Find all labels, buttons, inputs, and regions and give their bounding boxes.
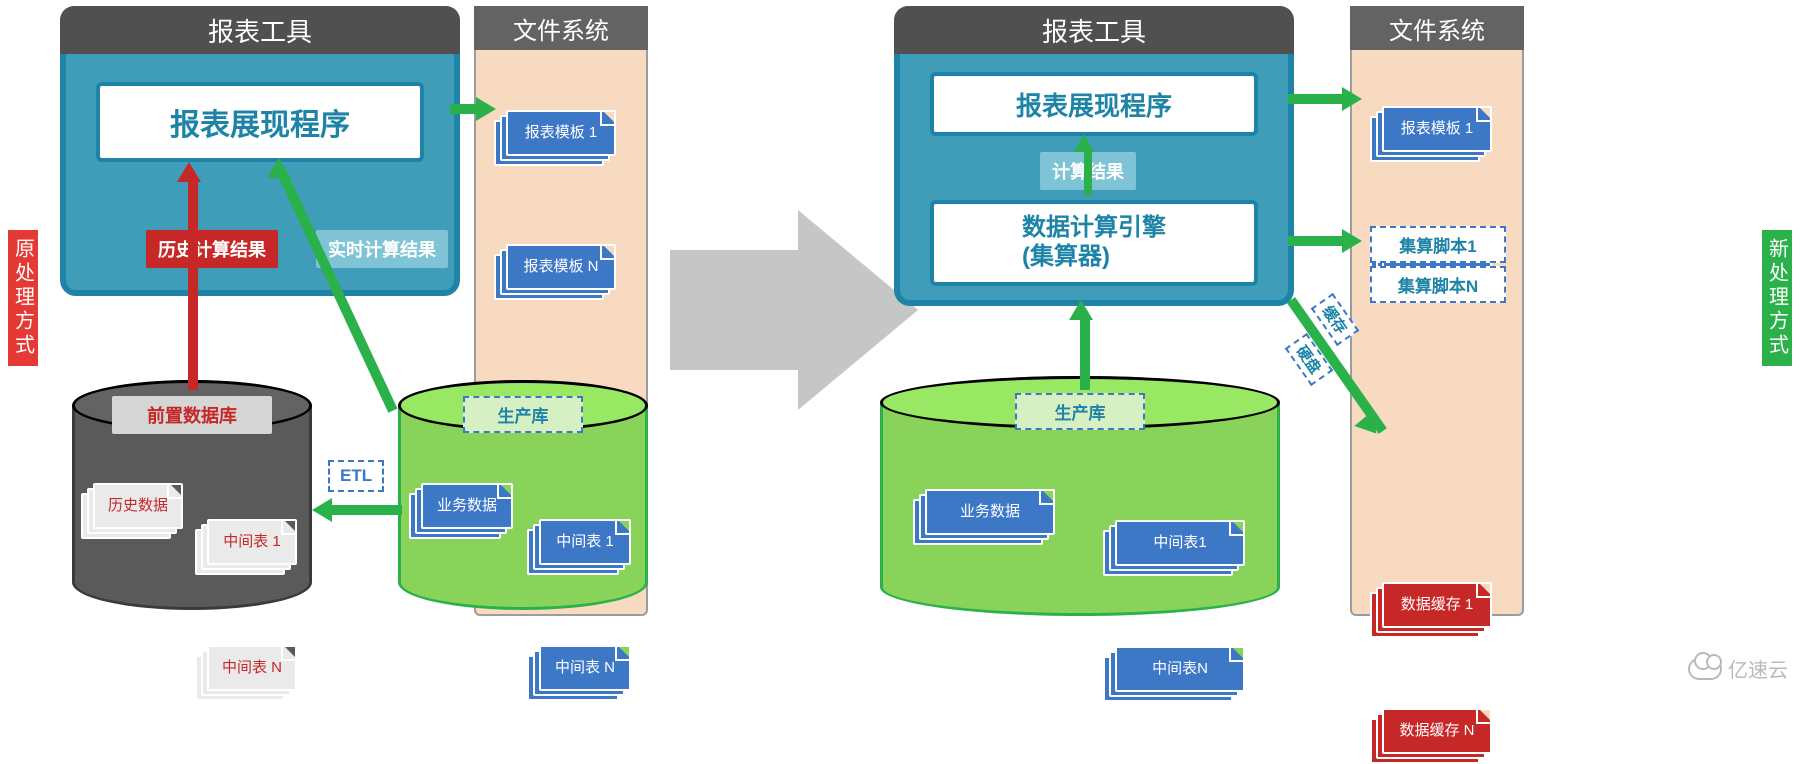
left-fs-header: 文件系统	[474, 6, 648, 50]
left-template-n: 报表模板 N	[494, 244, 614, 300]
left-realtime-tag: 实时计算结果	[316, 230, 448, 268]
right-fs-header: 文件系统	[1350, 6, 1524, 50]
right-script-1: 集算脚本1	[1370, 226, 1506, 263]
right-template-1: 报表模板 1	[1370, 106, 1490, 162]
watermark-text: 亿速云	[1728, 654, 1788, 683]
left-presentation-box: 报表展现程序	[96, 82, 424, 162]
right-mid-1: 中间表1	[1103, 520, 1243, 576]
right-fs-panel: 文件系统 报表模板 1 报表模板 N 集算脚本1 集算脚本N 数据缓存 1 数据…	[1350, 6, 1524, 616]
left-history-data: 历史数据	[81, 483, 181, 539]
right-prod-db-title: 生产库	[1015, 393, 1145, 430]
left-template-1: 报表模板 1	[494, 110, 614, 166]
right-report-tool: 报表工具 报表展现程序 计算结果 数据计算引擎 (集算器)	[894, 6, 1294, 306]
left-prod-mid-1: 中间表 1	[527, 519, 627, 575]
right-mid-n: 中间表N	[1103, 646, 1243, 702]
left-prod-db-title: 生产库	[463, 396, 583, 433]
left-bizdata: 业务数据	[409, 483, 509, 539]
watermark: 亿速云	[1688, 654, 1788, 683]
left-midtable-1: 中间表 1	[195, 519, 295, 575]
right-bizdata: 业务数据	[913, 489, 1053, 545]
right-script-n: 集算脚本N	[1370, 266, 1506, 303]
right-engine-box: 数据计算引擎 (集算器)	[930, 200, 1258, 286]
side-label-left: 原处理方式	[8, 230, 38, 366]
right-presentation-box: 报表展现程序	[930, 72, 1258, 136]
cloud-icon	[1688, 658, 1722, 680]
left-report-tool: 报表工具 报表展现程序 历史计算结果 实时计算结果	[60, 6, 460, 296]
left-midtable-n: 中间表 N	[195, 645, 295, 701]
left-front-db: 前置数据库 历史数据 中间表 1 中间表 N	[72, 380, 312, 610]
right-prod-db: 生产库 业务数据 中间表1 中间表N	[880, 376, 1280, 616]
left-prod-db: 生产库 业务数据 中间表 1 中间表 N	[398, 380, 648, 610]
left-front-db-title: 前置数据库	[112, 396, 272, 434]
left-prod-mid-n: 中间表 N	[527, 645, 627, 701]
left-history-tag: 历史计算结果	[146, 230, 278, 268]
side-label-right: 新处理方式	[1762, 230, 1792, 366]
right-cache-n: 数据缓存 N	[1370, 708, 1490, 764]
left-report-tool-header: 报表工具	[60, 6, 460, 54]
right-cache-1: 数据缓存 1	[1370, 582, 1490, 638]
right-report-tool-header: 报表工具	[894, 6, 1294, 54]
left-etl-label: ETL	[328, 460, 384, 492]
